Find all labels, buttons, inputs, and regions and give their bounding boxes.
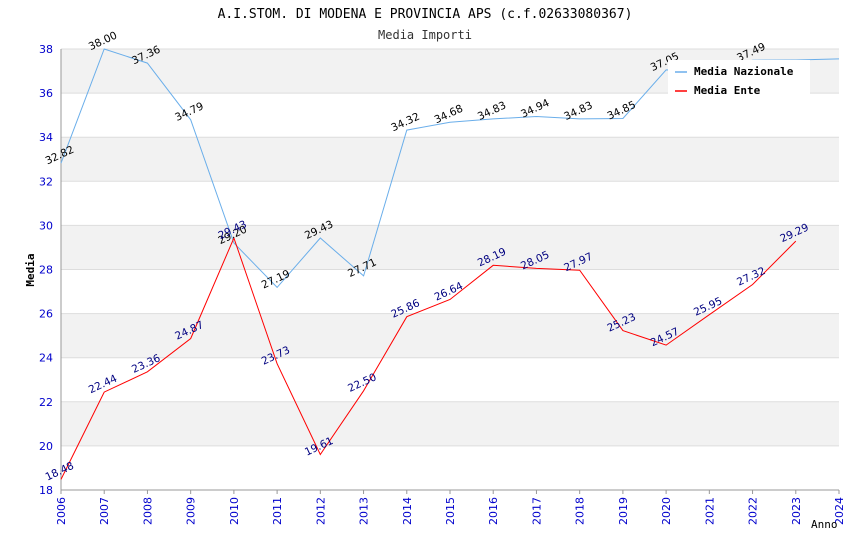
x-tick-2013: 2013	[358, 497, 371, 525]
data-label-media-ente-2013: 22.50	[346, 371, 378, 395]
x-tick-2018: 2018	[574, 497, 587, 525]
y-tick-30: 30	[39, 219, 53, 232]
x-tick-2020: 2020	[660, 497, 673, 525]
x-tick-2010: 2010	[228, 497, 241, 525]
y-tick-28: 28	[39, 264, 53, 277]
x-tick-2019: 2019	[617, 497, 630, 525]
legend-label-media-ente: Media Ente	[694, 84, 761, 97]
grid-lines	[61, 48, 839, 491]
band-32	[61, 137, 839, 182]
data-label-media-ente-2006: 18.48	[44, 460, 76, 484]
x-tick-2016: 2016	[487, 497, 500, 525]
x-tick-2022: 2022	[747, 497, 760, 525]
y-tick-26: 26	[39, 308, 53, 321]
chart-title: A.I.STOM. DI MODENA E PROVINCIA APS (c.f…	[218, 7, 633, 22]
band-28	[61, 225, 839, 270]
y-tick-38: 38	[39, 43, 53, 56]
x-tick-labels: 2006 2007 2008 2009 2010 2011 2012 2013 2014 2015…	[55, 497, 846, 525]
y-tick-36: 36	[39, 87, 53, 100]
y-axis-label: Media	[24, 253, 37, 286]
x-tick-2017: 2017	[530, 497, 543, 525]
y-tick-labels: 18 20 22 24 26 28 30 32 34 36 38	[39, 43, 53, 497]
axes	[60, 49, 840, 494]
x-tick-2015: 2015	[444, 497, 457, 525]
band-20	[61, 401, 839, 446]
x-tick-2006: 2006	[55, 497, 68, 525]
x-tick-2012: 2012	[314, 497, 327, 525]
y-tick-32: 32	[39, 175, 53, 188]
x-tick-2009: 2009	[185, 497, 198, 525]
plot-bands	[61, 49, 839, 446]
data-label-media-nazionale-2018: 34.83	[562, 99, 594, 123]
x-tick-2011: 2011	[271, 497, 284, 525]
series-line-media-ente	[60, 236, 797, 480]
y-tick-18: 18	[39, 484, 53, 497]
y-tick-20: 20	[39, 440, 53, 453]
y-tick-22: 22	[39, 396, 53, 409]
data-label-media-nazionale-2014: 34.32	[389, 111, 421, 135]
x-tick-2014: 2014	[401, 497, 414, 525]
legend-label-media-nazionale: Media Nazionale	[694, 65, 794, 78]
data-label-media-ente-2007: 22.44	[87, 372, 120, 396]
x-tick-2024: 2024	[833, 497, 846, 525]
chart-subtitle: Media Importi	[378, 28, 472, 42]
y-tick-34: 34	[39, 131, 53, 144]
x-tick-2008: 2008	[141, 497, 154, 525]
legend: Media Nazionale Media Ente	[668, 60, 810, 100]
data-label-media-nazionale-2011: 27.19	[260, 268, 292, 292]
y-tick-24: 24	[39, 352, 53, 365]
x-tick-2023: 2023	[790, 497, 803, 525]
x-tick-2007: 2007	[98, 497, 111, 525]
band-24	[61, 313, 839, 358]
x-axis-label: Anno	[811, 518, 838, 531]
x-tick-2021: 2021	[703, 497, 716, 525]
legend-box	[668, 60, 810, 100]
